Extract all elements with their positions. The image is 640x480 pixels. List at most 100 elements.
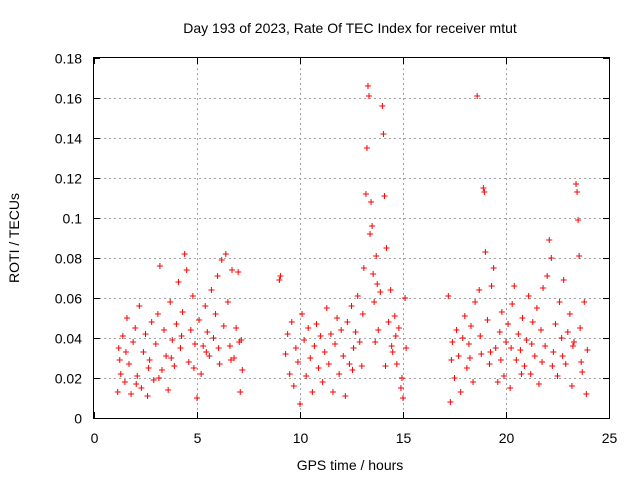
data-point (528, 341, 535, 347)
data-point (359, 311, 366, 317)
data-point (218, 257, 225, 263)
data-point (325, 361, 332, 367)
x-axis-label: GPS time / hours (297, 457, 404, 473)
data-point (165, 387, 172, 393)
data-point (177, 345, 184, 351)
data-point (313, 321, 320, 327)
data-point (200, 343, 207, 349)
data-point (382, 363, 389, 369)
data-point (544, 273, 551, 279)
data-point (476, 287, 483, 293)
y-tick-label: 0 (74, 411, 82, 427)
data-point (494, 379, 501, 385)
data-point (323, 305, 330, 311)
data-point (227, 357, 234, 363)
data-point (477, 333, 484, 339)
data-point (146, 357, 153, 363)
data-point (167, 299, 174, 305)
data-point (511, 283, 518, 289)
data-point (203, 349, 210, 355)
data-points (114, 83, 591, 407)
data-point (317, 333, 324, 339)
data-point (138, 385, 145, 391)
data-point (497, 357, 504, 363)
data-point (490, 265, 497, 271)
y-tick-label: 0.04 (55, 331, 82, 347)
data-point (513, 357, 520, 363)
data-point (461, 313, 468, 319)
data-point (521, 363, 528, 369)
data-point (319, 379, 326, 385)
data-point (128, 391, 135, 397)
data-point (294, 359, 301, 365)
y-tick-labels: 0 0.02 0.04 0.06 0.08 0.1 0.12 0.14 0.16 0.18 (55, 51, 82, 427)
data-point (288, 319, 295, 325)
data-point (581, 299, 588, 305)
data-point (338, 327, 345, 333)
data-point (191, 341, 198, 347)
data-point (466, 355, 473, 361)
data-point (204, 329, 211, 335)
data-point (307, 355, 314, 361)
data-point (277, 273, 284, 279)
data-point (503, 339, 509, 345)
data-point (403, 345, 410, 351)
data-point (115, 345, 122, 351)
data-point (392, 333, 399, 339)
chart-title: Day 193 of 2023, Rate Of TEC Index for r… (183, 20, 517, 36)
data-point (362, 191, 369, 197)
data-point (515, 331, 522, 337)
data-point (577, 325, 584, 331)
data-point (181, 251, 188, 257)
data-point (329, 389, 336, 395)
data-point (210, 335, 217, 341)
data-point (402, 295, 409, 301)
data-point (367, 231, 374, 237)
data-point (299, 311, 306, 317)
data-point (282, 351, 289, 357)
data-point (344, 319, 351, 325)
data-point (492, 345, 499, 351)
data-point (448, 357, 455, 363)
data-point (366, 93, 373, 99)
data-point (538, 327, 545, 333)
data-point (447, 399, 454, 405)
data-point (549, 363, 556, 369)
data-point (451, 375, 458, 381)
data-point (380, 131, 387, 137)
y-tick-label: 0.18 (55, 51, 82, 67)
x-tick-label: 0 (91, 430, 99, 446)
data-point (505, 321, 512, 327)
x-tick-label: 20 (499, 430, 515, 446)
data-point (133, 381, 140, 387)
data-point (358, 363, 365, 369)
data-point (535, 381, 542, 387)
data-point (185, 359, 192, 365)
data-point (144, 393, 151, 399)
data-point (525, 293, 532, 299)
plot-frame (93, 57, 610, 419)
data-point (297, 401, 303, 407)
data-point (354, 293, 361, 299)
data-point (368, 199, 375, 205)
data-point (126, 361, 133, 367)
x-tick-label: 10 (293, 430, 309, 446)
y-tick-label: 0.12 (55, 171, 82, 187)
data-point (449, 339, 456, 345)
data-point (379, 103, 386, 109)
data-point (155, 375, 162, 381)
data-point (445, 293, 452, 299)
data-point (575, 217, 582, 223)
data-point (584, 347, 591, 353)
data-point (364, 83, 371, 89)
data-point (190, 365, 197, 371)
y-tick-label: 0.16 (55, 91, 82, 107)
data-point (457, 389, 464, 395)
data-point (388, 343, 395, 349)
y-tick-label: 0.02 (55, 371, 82, 387)
data-point (527, 371, 534, 377)
data-point (568, 383, 575, 389)
data-point (178, 333, 185, 339)
data-point (496, 329, 503, 335)
data-point (482, 249, 489, 255)
